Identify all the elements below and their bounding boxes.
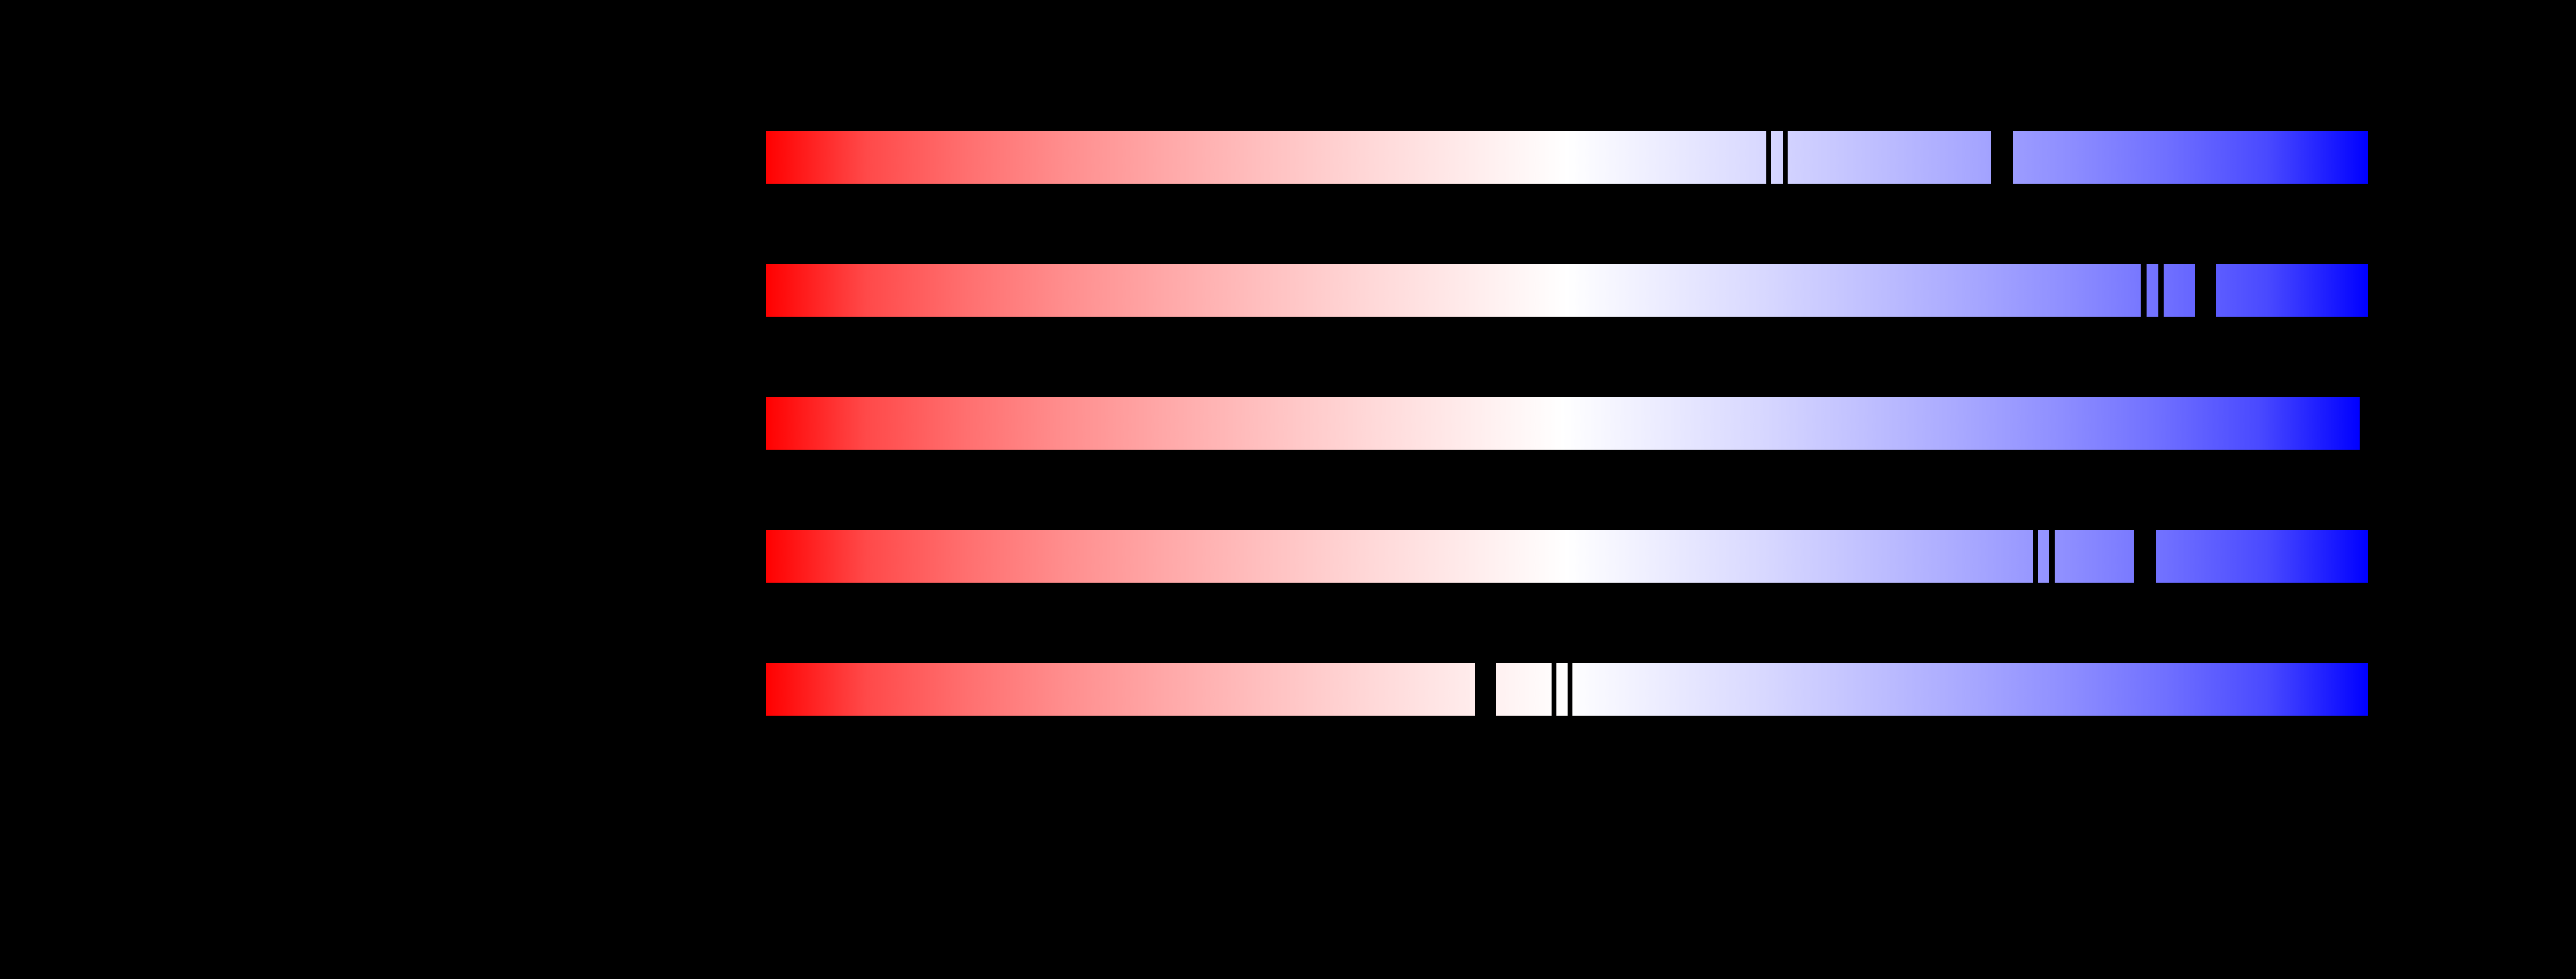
marker-line-thin: [1783, 131, 1788, 184]
marker-line-thin: [2033, 530, 2038, 583]
marker-line-thin: [2049, 530, 2055, 583]
gradient-bar-row-4: [766, 530, 2368, 583]
gradient-bar-row-3: [766, 397, 2360, 450]
marker-line-thick: [1475, 663, 1496, 716]
marker-line-thick: [2195, 264, 2216, 317]
marker-line-thin: [1552, 663, 1556, 716]
marker-line-thin: [1568, 663, 1572, 716]
gradient-bar-row-2: [766, 264, 2368, 317]
marker-line-thick: [2134, 530, 2156, 583]
marker-line-thin: [2158, 264, 2164, 317]
gradient-bar-row-1: [766, 131, 2368, 184]
marker-line-thick: [1991, 131, 2013, 184]
marker-line-thin: [1766, 131, 1771, 184]
marker-line-thin: [2141, 264, 2147, 317]
gradient-bar-row-5: [766, 663, 2368, 716]
